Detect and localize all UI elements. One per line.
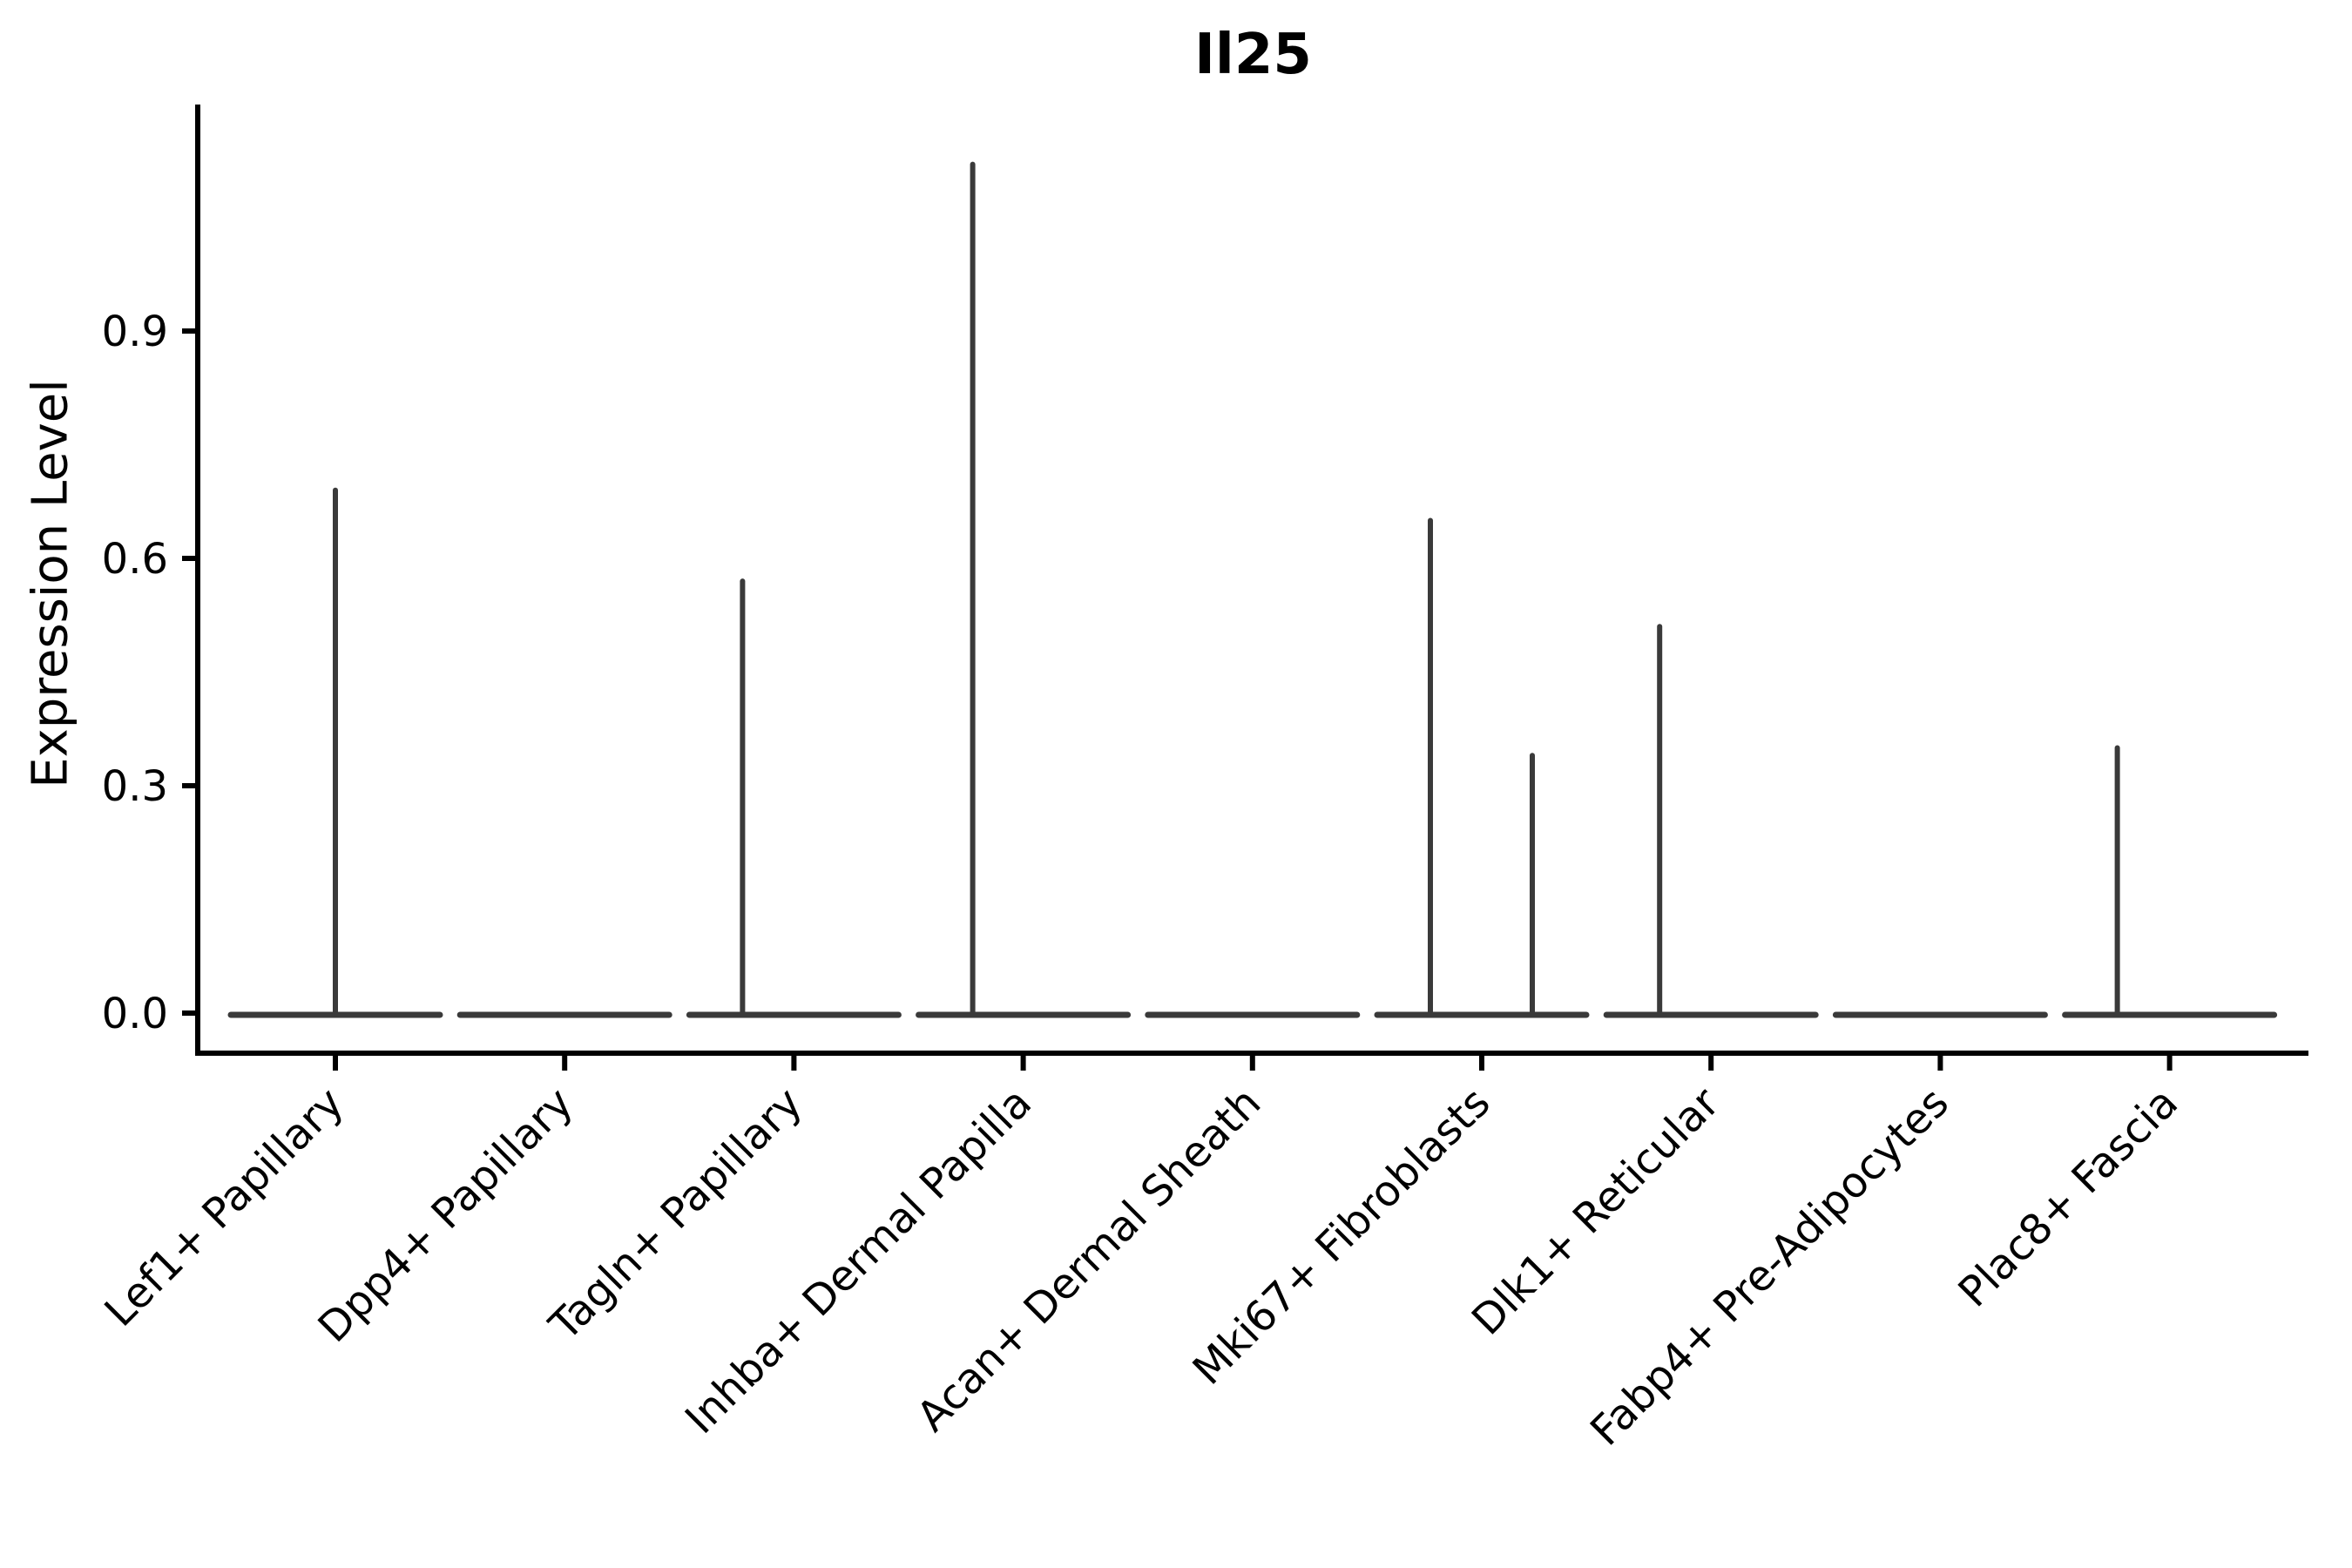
- x-category-label: Tagln+ Papillary: [540, 1078, 812, 1350]
- y-tick-label: 0.0: [102, 990, 168, 1038]
- x-category-label: Plac8+ Fascia: [1950, 1078, 2188, 1317]
- chart-title: Il25: [1194, 23, 1312, 87]
- x-category-label: Lef1+ Papillary: [96, 1078, 354, 1336]
- y-tick-label: 0.6: [102, 535, 168, 584]
- y-tick-label: 0.9: [102, 308, 168, 356]
- x-category-label: Dlk1+ Reticular: [1463, 1078, 1729, 1345]
- y-tick-label: 0.3: [102, 762, 168, 811]
- x-category-label: Dpp4+ Papillary: [309, 1078, 583, 1352]
